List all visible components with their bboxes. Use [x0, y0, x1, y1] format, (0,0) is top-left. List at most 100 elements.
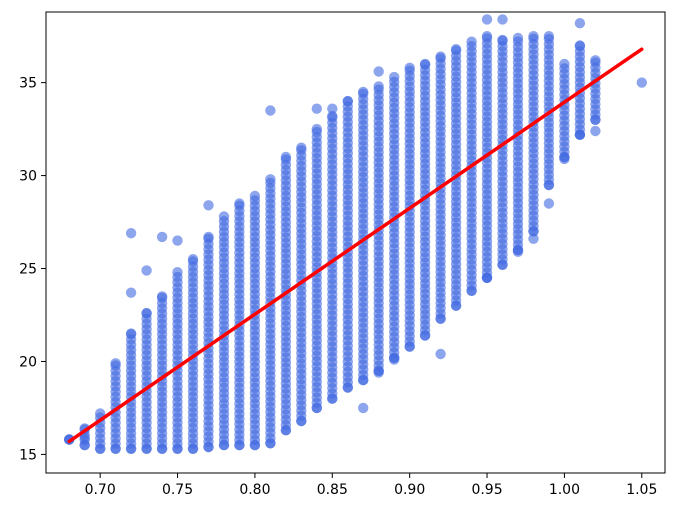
scatter-point — [218, 439, 230, 451]
scatter-point — [435, 348, 446, 360]
x-axis-ticks: 0.70 0.75 0.80 0.85 0.90 0.95 1.00 1.05 — [85, 473, 657, 498]
scatter-point — [450, 300, 462, 311]
scatter-point — [404, 341, 415, 352]
scatter-point — [543, 31, 555, 42]
scatter-point — [590, 125, 601, 137]
scatter-point — [481, 272, 493, 283]
scatter-point — [327, 393, 338, 404]
scatter-point — [311, 123, 322, 135]
scatter-point — [265, 174, 276, 185]
y-axis-ticks: 15 20 25 30 35 — [19, 76, 46, 463]
scatter-point — [574, 40, 586, 51]
scatter-point — [450, 44, 462, 55]
scatter-point — [234, 198, 245, 209]
scatter-point — [311, 103, 322, 114]
scatter-point — [543, 179, 555, 191]
scatter-point — [559, 58, 570, 70]
scatter-point — [389, 354, 400, 365]
scatter-point — [141, 265, 152, 276]
scatter-point — [110, 358, 121, 369]
scatter-point — [327, 110, 338, 122]
scatter-point — [435, 313, 446, 324]
scatter-point — [528, 226, 539, 237]
scatter-point — [156, 291, 168, 302]
scatter-point — [342, 382, 353, 393]
scatter-point — [389, 71, 400, 83]
scatter-point — [203, 231, 214, 243]
scatter-point — [187, 443, 199, 454]
x-tick-label: 0.75 — [162, 482, 193, 498]
scatter-point — [203, 441, 214, 453]
scatter-points — [63, 14, 647, 454]
regression-line — [67, 47, 644, 444]
scatter-point — [125, 443, 137, 454]
scatter-point — [419, 330, 431, 341]
scatter-point — [249, 439, 261, 451]
regression-line-layer — [67, 47, 644, 444]
scatter-point — [95, 443, 106, 454]
scatter-point — [125, 328, 137, 339]
scatter-point — [636, 77, 647, 88]
y-tick-label: 15 — [19, 447, 37, 463]
scatter-point — [528, 233, 539, 244]
scatter-point — [528, 31, 539, 42]
x-tick-label: 0.95 — [471, 482, 502, 498]
scatter-point — [481, 14, 493, 25]
scatter-point — [435, 51, 446, 62]
scatter-point — [358, 86, 369, 98]
scatter-point — [327, 103, 338, 114]
scatter-point — [358, 374, 369, 386]
scatter-point — [156, 231, 168, 243]
scatter-point — [466, 285, 477, 296]
scatter-point — [234, 439, 245, 451]
scatter-point — [419, 58, 431, 70]
scatter-point — [373, 66, 384, 77]
scatter-point — [466, 36, 477, 47]
scatter-point — [373, 81, 384, 92]
scatter-point — [79, 432, 90, 443]
scatter-point — [249, 190, 261, 202]
scatter-point — [218, 211, 230, 222]
scatter-point — [497, 34, 508, 46]
scatter-point — [125, 287, 137, 298]
scatter-point — [296, 142, 307, 153]
scatter-point — [95, 408, 106, 419]
scatter-point — [574, 129, 586, 140]
scatter-point — [280, 151, 292, 163]
scatter-point — [172, 443, 183, 454]
scatter-point — [497, 259, 508, 270]
scatter-point — [296, 415, 307, 427]
scatter-point — [543, 198, 555, 209]
scatter-point — [203, 200, 214, 211]
scatter-point — [172, 235, 183, 246]
scatter-point — [342, 96, 353, 107]
scatter-point — [373, 367, 384, 378]
scatter-point — [497, 14, 508, 25]
scatter-point — [481, 31, 493, 42]
y-tick-label: 35 — [19, 76, 37, 92]
x-tick-label: 0.90 — [394, 482, 425, 498]
x-tick-label: 0.80 — [239, 482, 270, 498]
scatter-point — [156, 443, 168, 454]
scatter-point — [141, 443, 152, 454]
plot-frame — [45, 11, 666, 474]
scatter-point — [187, 254, 199, 265]
scatter-point — [590, 114, 601, 126]
scatter-point — [265, 105, 276, 116]
scatter-point — [79, 439, 90, 451]
x-tick-label: 0.85 — [317, 482, 348, 498]
y-tick-label: 25 — [19, 262, 37, 278]
scatter-point — [574, 18, 586, 29]
scatter-point — [512, 32, 524, 44]
scatter-point — [358, 402, 369, 414]
scatter-point — [559, 153, 570, 165]
x-tick-label: 1.00 — [549, 482, 580, 498]
y-tick-label: 30 — [19, 169, 37, 185]
y-tick-label: 20 — [19, 354, 37, 370]
scatter-point — [280, 425, 292, 436]
scatter-point — [311, 402, 322, 414]
scatter-point — [265, 438, 276, 449]
scatter-point — [125, 228, 137, 239]
scatter-point — [172, 267, 183, 278]
